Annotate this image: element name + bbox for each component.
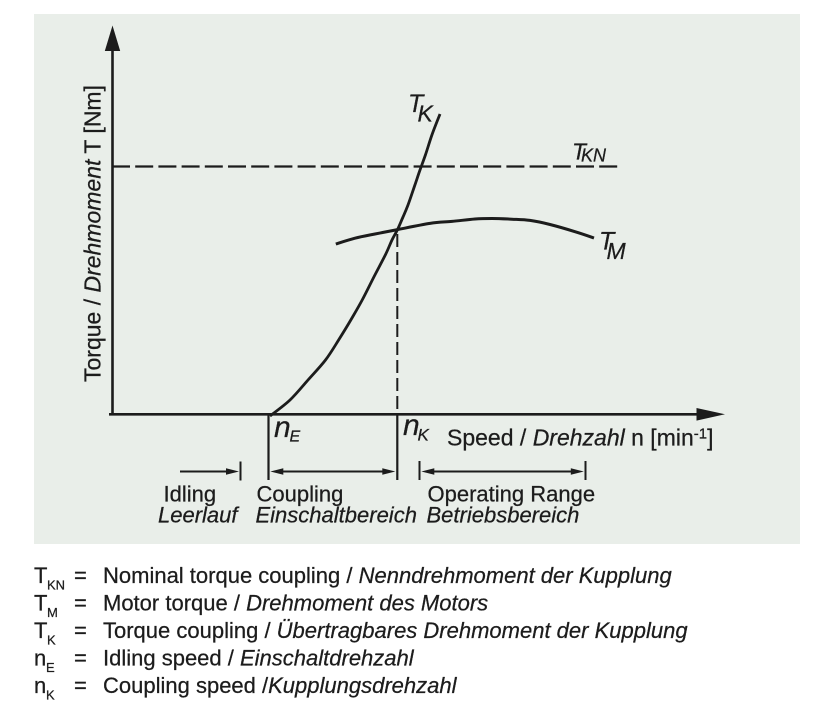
svg-text:Torque / Drehmoment T [Nm]: Torque / Drehmoment T [Nm]	[80, 85, 106, 382]
svg-text:Einschaltbereich: Einschaltbereich	[256, 503, 417, 528]
svg-text:E: E	[46, 660, 55, 675]
svg-text:Operating Range: Operating Range	[428, 481, 596, 506]
svg-text:E: E	[290, 429, 301, 446]
svg-text:M: M	[607, 238, 627, 264]
svg-text:Motor torque / Drehmoment des: Motor torque / Drehmoment des Motors	[103, 591, 488, 616]
svg-text:KN: KN	[47, 578, 65, 593]
svg-text:=: =	[74, 646, 87, 671]
svg-text:T: T	[34, 563, 47, 588]
svg-text:Idling: Idling	[164, 481, 217, 506]
svg-text:Nominal torque coupling / Nenn: Nominal torque coupling / Nenndrehmoment…	[103, 563, 672, 588]
svg-text:T: T	[572, 139, 588, 165]
svg-text:Speed / Drehzahl n [min-1]: Speed / Drehzahl n [min-1]	[447, 424, 714, 450]
svg-text:n: n	[403, 409, 420, 442]
svg-text:=: =	[74, 673, 87, 698]
svg-text:M: M	[47, 605, 58, 620]
svg-text:T: T	[34, 618, 47, 643]
svg-text:Leerlauf: Leerlauf	[158, 503, 240, 528]
svg-text:K: K	[418, 426, 430, 445]
svg-text:n: n	[34, 673, 46, 698]
svg-text:=: =	[74, 591, 87, 616]
svg-text:Betriebsbereich: Betriebsbereich	[427, 503, 580, 528]
svg-text:Coupling speed /Kupplungsdrehz: Coupling speed /Kupplungsdrehzahl	[103, 673, 458, 698]
svg-text:T: T	[599, 228, 616, 256]
svg-text:n: n	[274, 411, 291, 444]
svg-text:Torque coupling / Übertragbare: Torque coupling / Übertragbares Drehmome…	[103, 618, 688, 643]
svg-text:Coupling: Coupling	[257, 481, 344, 506]
svg-text:T: T	[408, 90, 425, 118]
svg-text:=: =	[74, 563, 87, 588]
svg-text:K: K	[47, 633, 56, 648]
svg-text:Idling speed / Einschaltdrehza: Idling speed / Einschaltdrehzahl	[103, 646, 415, 671]
svg-text:K: K	[46, 688, 55, 703]
svg-text:n: n	[34, 646, 46, 671]
svg-text:T: T	[34, 591, 47, 616]
svg-text:K: K	[418, 101, 435, 127]
svg-text:=: =	[74, 618, 87, 643]
svg-text:KN: KN	[581, 146, 607, 166]
